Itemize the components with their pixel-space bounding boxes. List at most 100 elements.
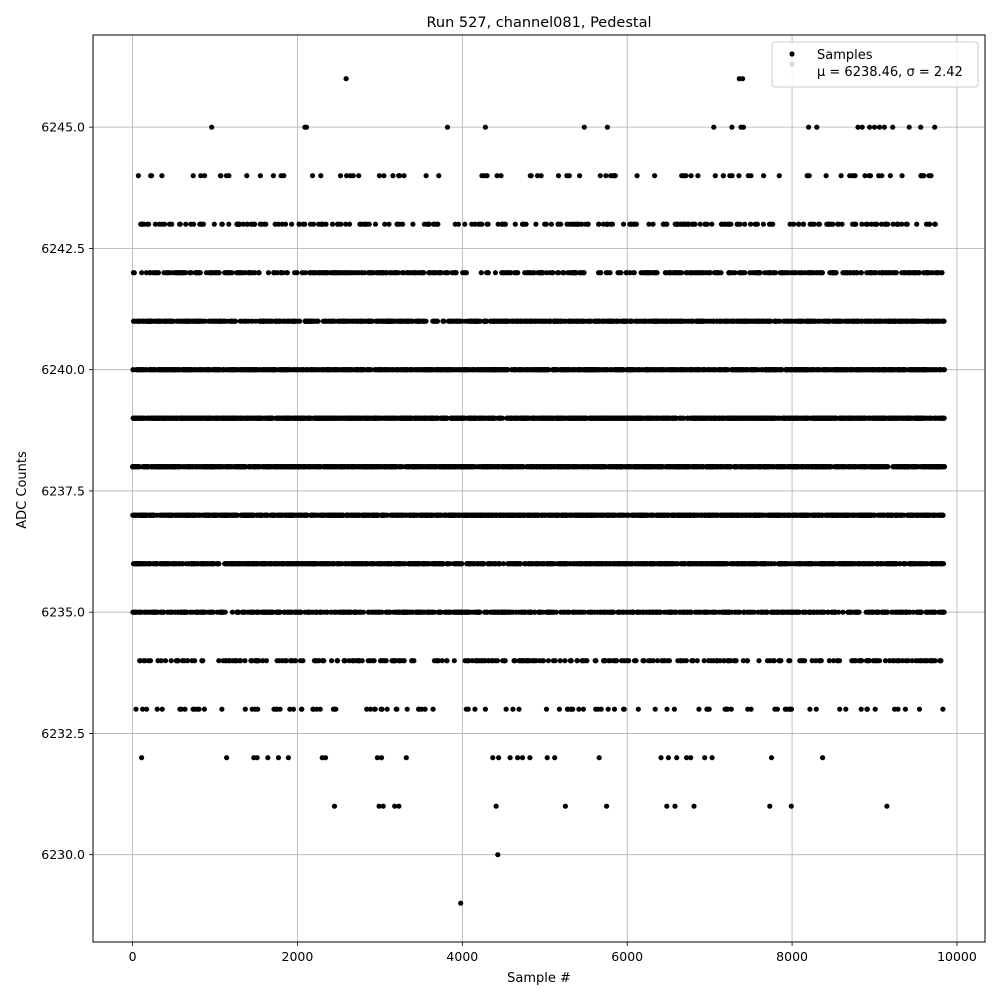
data-point — [277, 706, 283, 712]
data-point — [394, 706, 400, 712]
data-point — [439, 658, 445, 664]
data-point — [236, 609, 242, 615]
data-point — [423, 173, 429, 179]
data-point — [315, 318, 321, 324]
data-point — [196, 706, 202, 712]
data-point — [183, 270, 189, 276]
data-point — [281, 173, 287, 179]
data-point — [503, 706, 509, 712]
data-point — [422, 706, 428, 712]
data-point — [371, 658, 377, 664]
data-point — [244, 221, 250, 227]
data-point — [411, 658, 417, 664]
data-point — [317, 706, 323, 712]
data-point — [459, 561, 465, 567]
data-points — [130, 61, 948, 906]
data-point — [366, 221, 372, 227]
data-point — [255, 706, 261, 712]
data-point — [383, 658, 389, 664]
data-point — [256, 270, 262, 276]
data-point — [169, 221, 175, 227]
data-point — [135, 173, 141, 179]
data-point — [494, 658, 501, 664]
data-point — [222, 609, 228, 615]
data-point — [462, 221, 468, 227]
data-point — [453, 270, 459, 276]
data-point — [436, 173, 442, 179]
data-point — [146, 221, 152, 227]
data-point — [444, 658, 450, 664]
data-point — [430, 706, 436, 712]
data-point — [300, 658, 306, 664]
data-point — [229, 270, 235, 276]
data-point — [472, 706, 478, 712]
data-point — [175, 658, 181, 664]
data-point — [297, 318, 303, 324]
data-point — [191, 221, 197, 227]
data-point — [401, 658, 407, 664]
data-point — [154, 706, 160, 712]
data-point — [159, 706, 165, 712]
data-point — [356, 173, 362, 179]
data-point — [309, 173, 316, 179]
data-point — [434, 318, 441, 324]
data-point — [282, 221, 289, 227]
data-point — [350, 173, 356, 179]
data-point — [162, 221, 168, 227]
data-point — [533, 221, 539, 227]
data-point — [423, 318, 429, 324]
data-point — [346, 221, 353, 227]
data-point — [337, 173, 344, 179]
data-point — [229, 609, 235, 615]
data-point — [240, 221, 246, 227]
data-point — [485, 270, 491, 276]
data-point — [421, 270, 427, 276]
data-point — [502, 658, 508, 664]
data-point — [177, 221, 183, 227]
data-point — [158, 658, 164, 664]
data-point — [216, 270, 222, 276]
data-point — [523, 221, 529, 227]
data-point — [185, 658, 191, 664]
data-point — [149, 173, 155, 179]
data-point — [510, 706, 516, 712]
data-point — [479, 221, 485, 227]
data-point — [182, 706, 188, 712]
data-point — [333, 706, 339, 712]
data-point — [359, 658, 365, 664]
data-point — [201, 706, 207, 712]
data-point — [140, 706, 146, 712]
data-point — [192, 658, 198, 664]
data-point — [302, 221, 308, 227]
data-point — [238, 658, 244, 664]
data-point — [226, 173, 232, 179]
data-point — [131, 270, 137, 276]
data-point — [338, 221, 344, 227]
data-point — [232, 318, 239, 324]
data-point — [492, 270, 498, 276]
data-point — [202, 173, 208, 179]
data-point — [178, 706, 184, 712]
data-point — [390, 173, 396, 179]
data-point — [498, 173, 504, 179]
chart-title: Run 527, channel081, Pedestal — [426, 15, 651, 31]
data-point — [183, 221, 189, 227]
data-point — [360, 609, 367, 615]
data-point — [237, 221, 243, 227]
data-point — [289, 221, 295, 227]
data-point — [252, 270, 258, 276]
data-point — [162, 658, 169, 664]
data-point — [161, 609, 167, 615]
data-point — [384, 706, 390, 712]
data-point — [323, 221, 329, 227]
data-point — [463, 270, 469, 276]
data-point — [210, 609, 216, 615]
data-point — [516, 706, 522, 712]
data-point — [329, 658, 335, 664]
data-point — [477, 609, 483, 615]
data-point — [441, 318, 447, 324]
data-point — [144, 706, 150, 712]
data-point — [515, 270, 521, 276]
data-point — [299, 706, 305, 712]
